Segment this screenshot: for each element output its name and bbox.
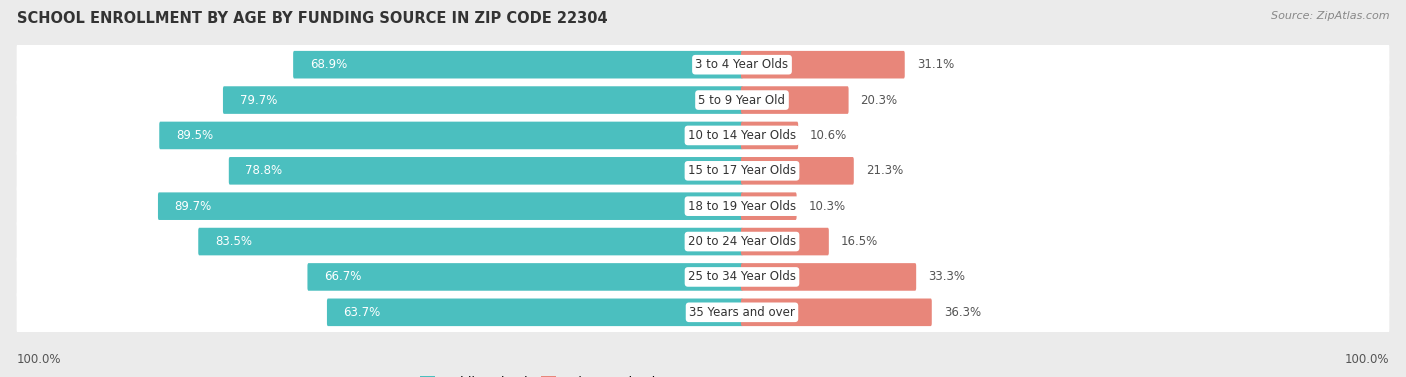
Text: SCHOOL ENROLLMENT BY AGE BY FUNDING SOURCE IN ZIP CODE 22304: SCHOOL ENROLLMENT BY AGE BY FUNDING SOUR… bbox=[17, 11, 607, 26]
Text: 35 Years and over: 35 Years and over bbox=[689, 306, 794, 319]
Text: 89.7%: 89.7% bbox=[174, 200, 212, 213]
Text: 21.3%: 21.3% bbox=[866, 164, 903, 177]
FancyBboxPatch shape bbox=[157, 192, 742, 220]
Text: Source: ZipAtlas.com: Source: ZipAtlas.com bbox=[1271, 11, 1389, 21]
FancyBboxPatch shape bbox=[17, 180, 1389, 232]
FancyBboxPatch shape bbox=[328, 299, 742, 326]
FancyBboxPatch shape bbox=[741, 192, 797, 220]
Legend: Public School, Private School: Public School, Private School bbox=[420, 375, 655, 377]
Text: 16.5%: 16.5% bbox=[841, 235, 877, 248]
Text: 31.1%: 31.1% bbox=[917, 58, 953, 71]
FancyBboxPatch shape bbox=[17, 215, 1389, 268]
Text: 18 to 19 Year Olds: 18 to 19 Year Olds bbox=[688, 200, 796, 213]
FancyBboxPatch shape bbox=[741, 299, 932, 326]
Text: 36.3%: 36.3% bbox=[943, 306, 981, 319]
Text: 20.3%: 20.3% bbox=[860, 93, 897, 107]
Text: 83.5%: 83.5% bbox=[215, 235, 252, 248]
Text: 100.0%: 100.0% bbox=[17, 353, 62, 366]
FancyBboxPatch shape bbox=[292, 51, 742, 78]
FancyBboxPatch shape bbox=[308, 263, 742, 291]
Text: 3 to 4 Year Olds: 3 to 4 Year Olds bbox=[696, 58, 789, 71]
FancyBboxPatch shape bbox=[224, 86, 742, 114]
Text: 79.7%: 79.7% bbox=[239, 93, 277, 107]
FancyBboxPatch shape bbox=[198, 228, 742, 255]
Text: 68.9%: 68.9% bbox=[309, 58, 347, 71]
FancyBboxPatch shape bbox=[17, 109, 1389, 162]
FancyBboxPatch shape bbox=[741, 263, 917, 291]
FancyBboxPatch shape bbox=[741, 122, 799, 149]
Text: 10.6%: 10.6% bbox=[810, 129, 848, 142]
Text: 33.3%: 33.3% bbox=[928, 270, 965, 284]
Text: 78.8%: 78.8% bbox=[246, 164, 283, 177]
FancyBboxPatch shape bbox=[17, 74, 1389, 126]
FancyBboxPatch shape bbox=[741, 86, 849, 114]
Text: 5 to 9 Year Old: 5 to 9 Year Old bbox=[699, 93, 786, 107]
FancyBboxPatch shape bbox=[17, 286, 1389, 339]
FancyBboxPatch shape bbox=[17, 251, 1389, 303]
FancyBboxPatch shape bbox=[17, 38, 1389, 91]
Text: 63.7%: 63.7% bbox=[343, 306, 381, 319]
Text: 10.3%: 10.3% bbox=[808, 200, 845, 213]
Text: 10 to 14 Year Olds: 10 to 14 Year Olds bbox=[688, 129, 796, 142]
FancyBboxPatch shape bbox=[159, 122, 742, 149]
FancyBboxPatch shape bbox=[229, 157, 742, 185]
FancyBboxPatch shape bbox=[741, 157, 853, 185]
Text: 25 to 34 Year Olds: 25 to 34 Year Olds bbox=[688, 270, 796, 284]
Text: 20 to 24 Year Olds: 20 to 24 Year Olds bbox=[688, 235, 796, 248]
Text: 66.7%: 66.7% bbox=[323, 270, 361, 284]
FancyBboxPatch shape bbox=[741, 228, 828, 255]
Text: 89.5%: 89.5% bbox=[176, 129, 214, 142]
Text: 100.0%: 100.0% bbox=[1344, 353, 1389, 366]
FancyBboxPatch shape bbox=[741, 51, 904, 78]
FancyBboxPatch shape bbox=[17, 145, 1389, 197]
Text: 15 to 17 Year Olds: 15 to 17 Year Olds bbox=[688, 164, 796, 177]
